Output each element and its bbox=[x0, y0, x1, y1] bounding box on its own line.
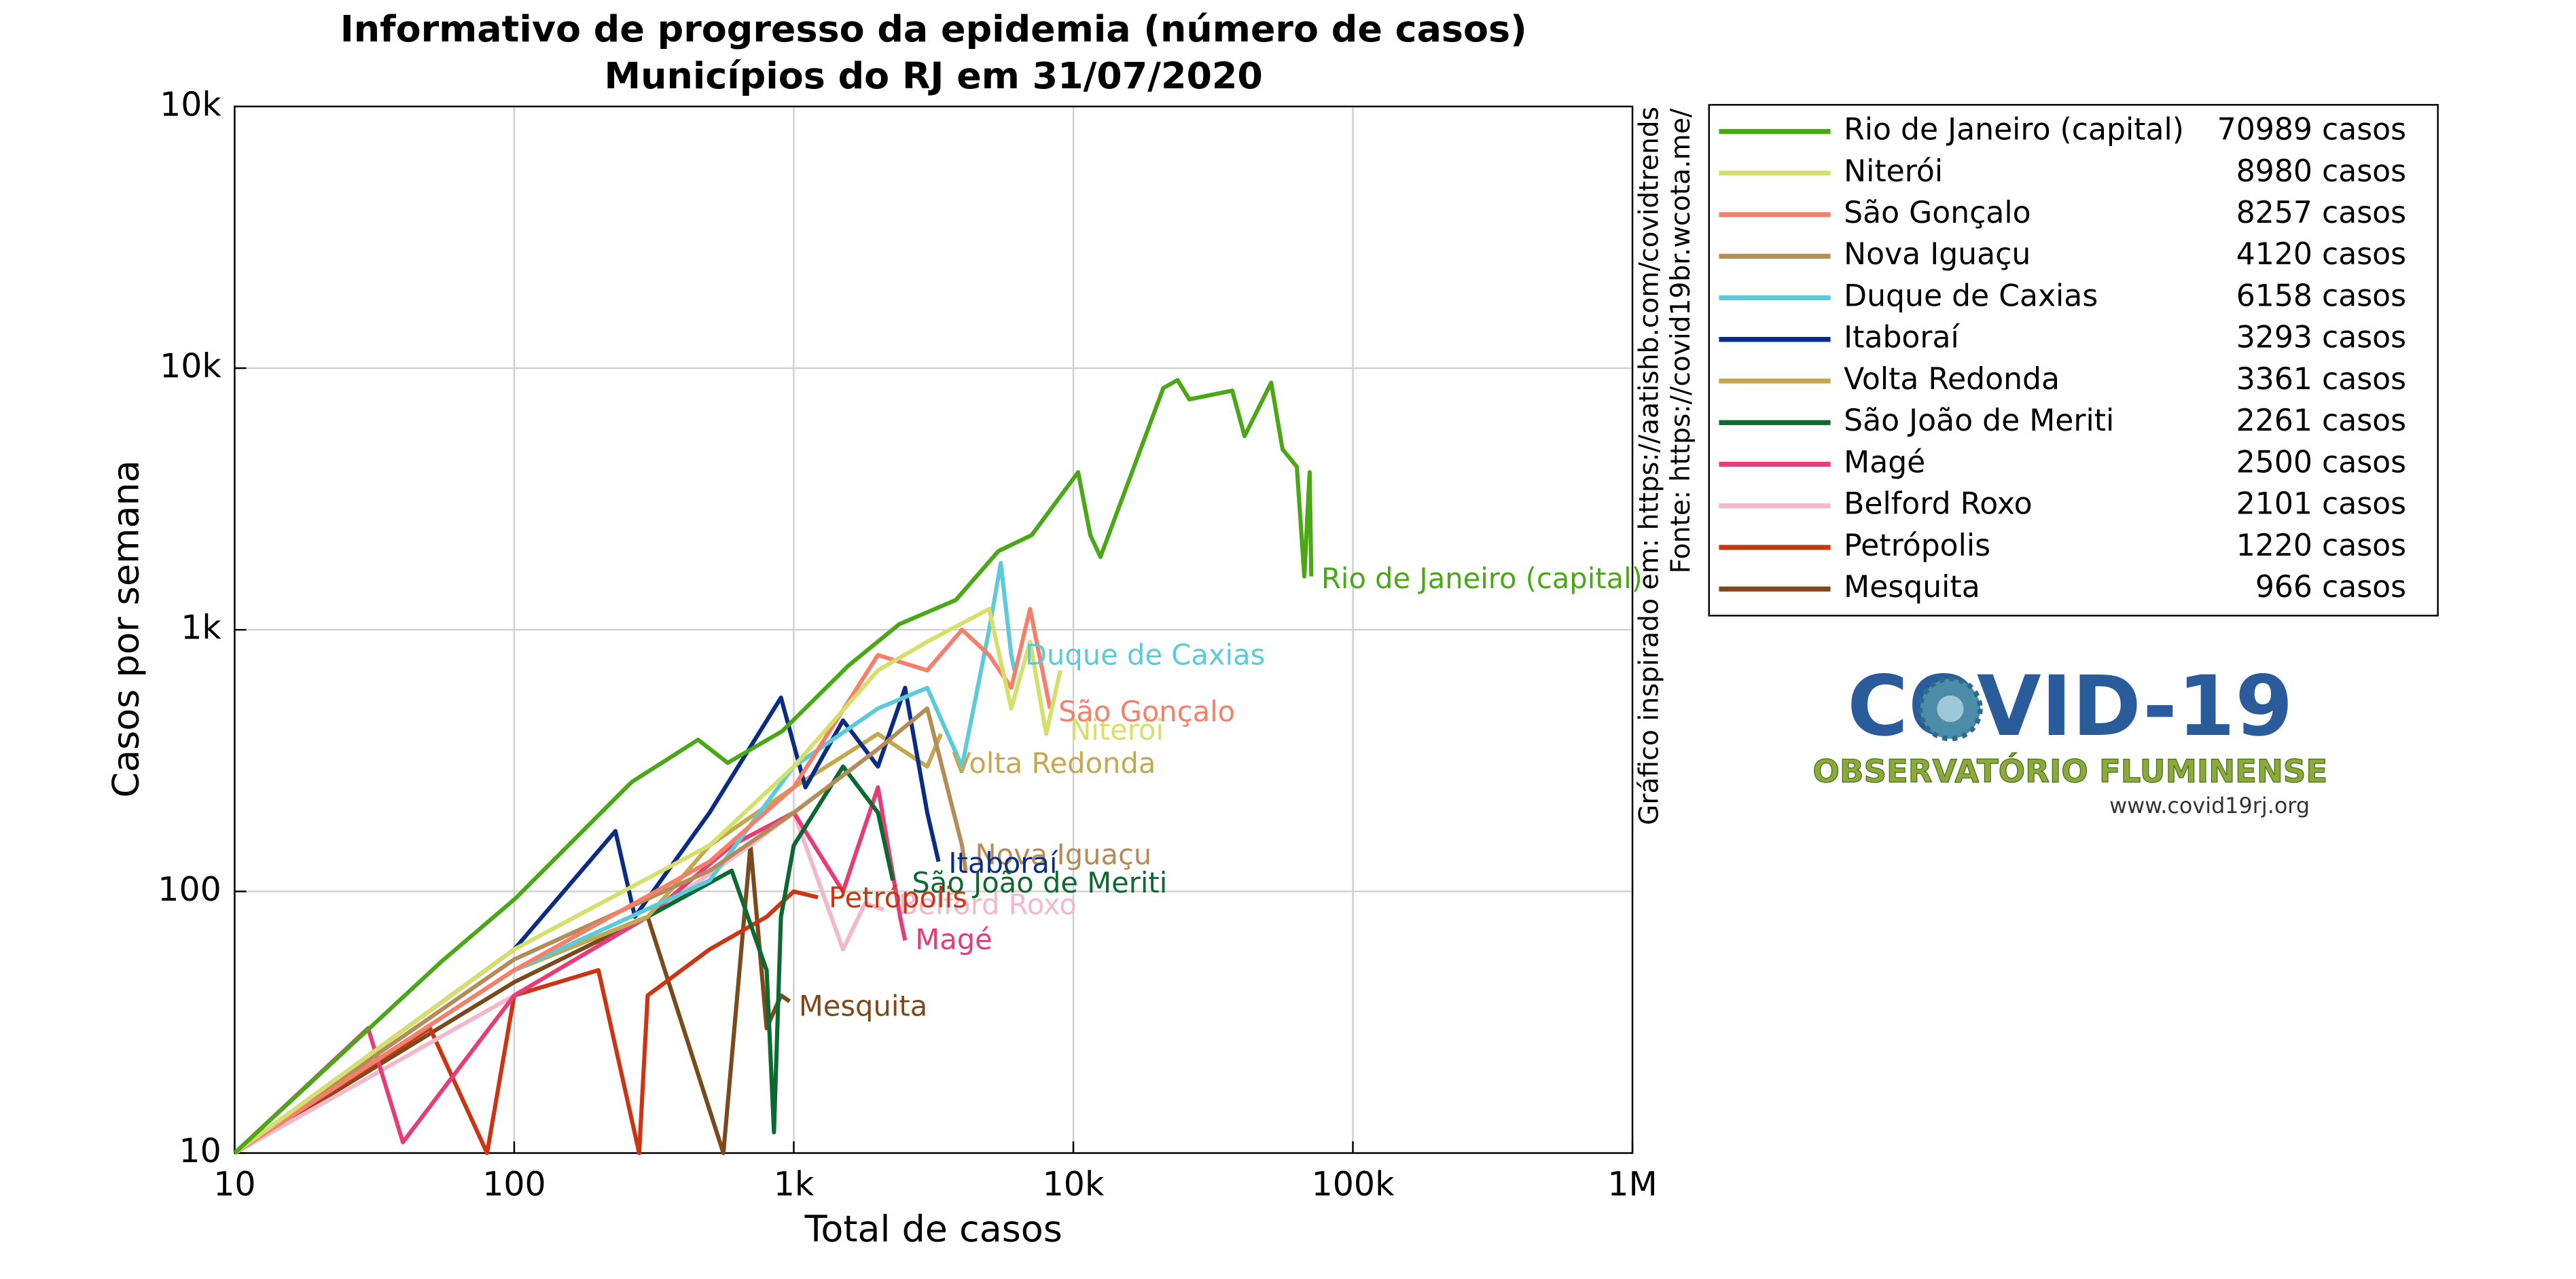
series-line bbox=[233, 607, 1052, 1155]
series-end-label: Rio de Janeiro (capital) bbox=[1321, 562, 1643, 595]
logo: COVID-19 OBSERVATÓRIO FLUMINENSE www.cov… bbox=[1812, 657, 2328, 818]
series-end-label: Niterói bbox=[1070, 713, 1164, 746]
legend-total: 966 casos bbox=[2255, 570, 2406, 605]
logo-title: COVID-19 bbox=[1847, 657, 2293, 755]
annotation: Gráfico inspirado em: https://aatishb.co… bbox=[1634, 107, 1665, 825]
series-end-label: Petrópolis bbox=[829, 881, 967, 914]
legend-total: 3293 casos bbox=[2236, 321, 2406, 355]
legend-total: 2261 casos bbox=[2236, 403, 2406, 438]
x-tick-label: 100 bbox=[482, 1165, 546, 1204]
x-tick-label: 10k bbox=[1043, 1165, 1105, 1204]
legend-total: 4120 casos bbox=[2236, 237, 2406, 272]
series-line bbox=[233, 706, 968, 1155]
series-line bbox=[233, 378, 1314, 1155]
legend-label: Niterói bbox=[1844, 154, 1943, 189]
legend-total: 70989 casos bbox=[2217, 113, 2406, 147]
series-end-label: Duque de Caxias bbox=[1025, 638, 1265, 672]
series-end-label: Nova Iguaçu bbox=[975, 838, 1151, 871]
legend-label: Nova Iguaçu bbox=[1844, 237, 2031, 272]
legend-label: Magé bbox=[1844, 445, 1925, 480]
annotation: Fonte: https://covid19br.wcota.me/ bbox=[1666, 108, 1696, 573]
legend-label: Belford Roxo bbox=[1844, 487, 2032, 522]
legend-total: 8257 casos bbox=[2236, 196, 2406, 230]
y-tick-label: 10k bbox=[160, 85, 221, 124]
logo-virus-core bbox=[1937, 695, 1964, 723]
legend-total: 2101 casos bbox=[2236, 487, 2406, 522]
series-end-label: São Gonçalo bbox=[1058, 695, 1235, 728]
chart-title: Informativo de progresso da epidemia (nú… bbox=[340, 7, 1527, 50]
legend-label: Mesquita bbox=[1844, 570, 1980, 605]
y-tick-label: 10k bbox=[160, 346, 221, 385]
logo-subtitle: OBSERVATÓRIO FLUMINENSE bbox=[1812, 753, 2327, 790]
series-line bbox=[233, 685, 941, 1155]
legend-label: Petrópolis bbox=[1844, 528, 1990, 563]
legend-label: Volta Redonda bbox=[1844, 362, 2060, 397]
series-line bbox=[233, 560, 1017, 1155]
y-tick-label: 100 bbox=[158, 870, 221, 909]
plot-frame bbox=[234, 105, 1634, 1154]
series-end-label: Belford Roxo bbox=[899, 888, 1077, 921]
series-end-label: São João de Meriti bbox=[912, 866, 1167, 899]
series-line bbox=[233, 785, 908, 1155]
x-tick-label: 100k bbox=[1312, 1165, 1395, 1204]
legend-total: 3361 casos bbox=[2236, 362, 2406, 397]
y-tick-label: 10 bbox=[179, 1132, 221, 1170]
series-line bbox=[233, 889, 819, 1155]
x-tick-label: 1M bbox=[1607, 1165, 1657, 1204]
legend-total: 1220 casos bbox=[2236, 528, 2406, 563]
series-end-label: Volta Redonda bbox=[952, 746, 1156, 780]
legend-label: Duque de Caxias bbox=[1844, 278, 2098, 313]
x-tick-label: 10 bbox=[213, 1165, 255, 1204]
y-tick-label: 1k bbox=[181, 609, 221, 647]
series-end-label: Magé bbox=[915, 922, 992, 956]
series-line bbox=[233, 607, 1062, 1155]
x-tick-label: 1k bbox=[774, 1165, 815, 1204]
legend-total: 8980 casos bbox=[2236, 154, 2406, 189]
legend-label: Rio de Janeiro (capital) bbox=[1844, 113, 2184, 147]
legend-label: São Gonçalo bbox=[1844, 196, 2031, 230]
legend-label: Itaboraí bbox=[1844, 321, 1960, 355]
series-end-label: Mesquita bbox=[799, 989, 927, 1022]
series-end-label: Itaboraí bbox=[948, 846, 1058, 880]
y-axis-label: Casos por semana bbox=[104, 460, 147, 797]
x-axis-label: Total de casos bbox=[804, 1207, 1062, 1250]
legend-label: São João de Meriti bbox=[1844, 403, 2114, 438]
chart-subtitle: Municípios do RJ em 31/07/2020 bbox=[605, 54, 1263, 97]
legend-total: 2500 casos bbox=[2236, 445, 2406, 480]
legend-total: 6158 casos bbox=[2236, 278, 2406, 313]
legend-box bbox=[1708, 104, 2439, 617]
logo-url: www.covid19rj.org bbox=[2109, 793, 2310, 818]
